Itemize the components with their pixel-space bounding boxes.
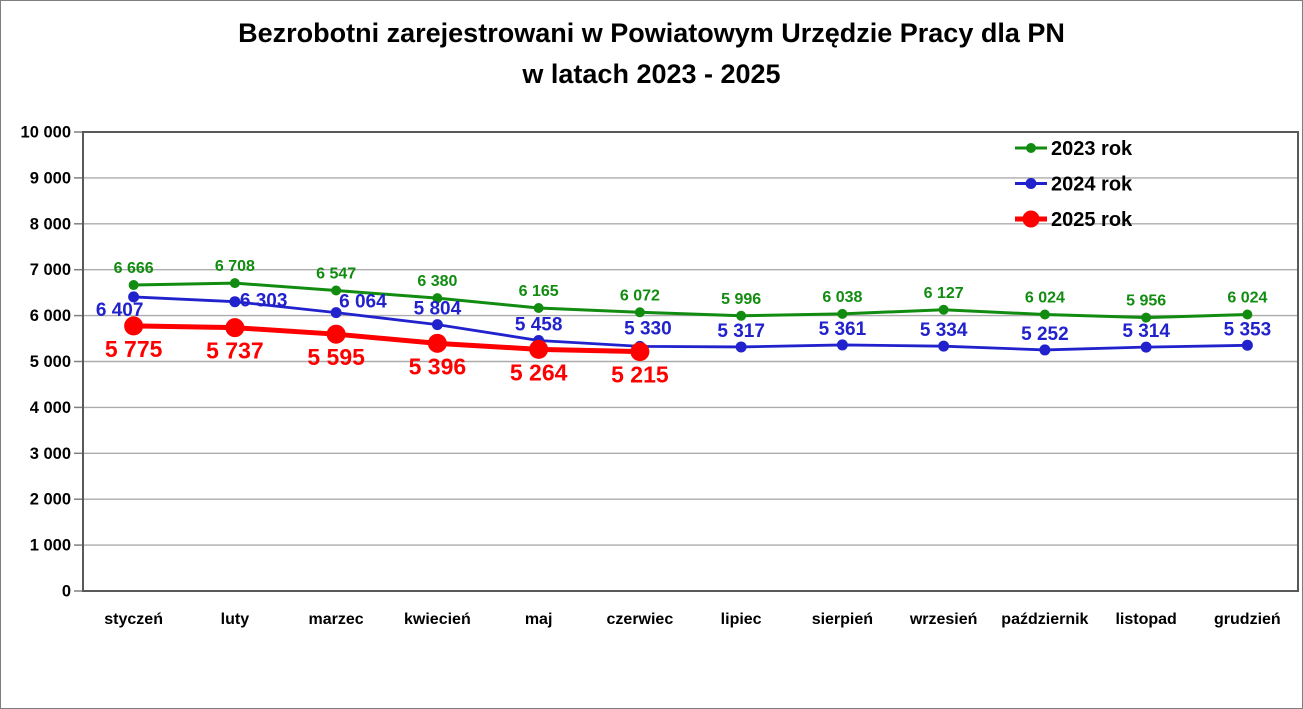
x-axis-label: marzec [309, 611, 364, 628]
x-axis-label: kwiecień [404, 611, 471, 628]
legend-marker-dot [1025, 178, 1037, 189]
y-axis-label: 10 000 [21, 124, 71, 142]
series-2025-marker [225, 318, 245, 338]
y-axis-label: 7 000 [30, 261, 71, 279]
series-2023-marker [938, 304, 949, 315]
x-axis-label: lipiec [721, 611, 762, 628]
series-2023-data-label: 5 996 [721, 291, 761, 308]
plot-border [82, 131, 1299, 592]
series-2024-data-label: 5 314 [1122, 321, 1170, 342]
series-2023-line [133, 281, 1248, 320]
line-chart: 0 1 000 2 000 3 000 4 000 5 000 6 000 7 000 8 00… [21, 124, 1299, 628]
y-axis-label: 5 000 [30, 353, 71, 371]
y-axis-label: 3 000 [30, 445, 71, 463]
legend-label-2023-rok: 2023 rok [1051, 138, 1133, 160]
series-2023-marker [432, 293, 443, 304]
series-2024-marker [735, 341, 747, 353]
x-axis-label: styczeń [104, 611, 163, 628]
series-2025-marker [326, 324, 346, 344]
series-2023-data-label: 6 380 [417, 273, 457, 290]
series-2025-data-label: 5 396 [409, 353, 467, 379]
series-2025-line [133, 323, 640, 355]
series-2023-marker [634, 307, 645, 318]
series-2024-marker [938, 340, 950, 352]
series-2023-data-label: 6 127 [924, 285, 964, 302]
series-2025-data-label: 5 264 [510, 359, 568, 385]
series-2023-marker [1141, 312, 1152, 323]
legend-label-2025-rok: 2025 rok [1051, 209, 1133, 231]
y-axis-label: 8 000 [30, 215, 71, 233]
series-2024-data-label: 6 064 [339, 292, 387, 313]
series-2024-data-label: 5 334 [920, 320, 968, 341]
y-axis-label: 6 000 [30, 307, 71, 325]
chart-title-line1: Bezrobotni zarejestrowani w Powiatowym U… [238, 18, 1065, 48]
series-2024-data-label: 5 804 [414, 299, 462, 320]
series-2024-marker [330, 307, 342, 319]
x-axis-label: wrzesień [909, 611, 978, 628]
series-2024-marker [229, 296, 241, 308]
series-2023-data-label: 6 547 [316, 265, 356, 282]
legend-label-2024-rok: 2024 rok [1051, 174, 1133, 196]
x-axis-label: listopad [1115, 611, 1176, 628]
series-2024-marker [1241, 339, 1253, 351]
chart-title: Bezrobotni zarejestrowani w Powiatowym U… [1, 13, 1302, 95]
series-2023-data-label: 5 956 [1126, 293, 1166, 310]
series-2025-data-label: 5 737 [206, 338, 264, 364]
series-2024-data-label: 5 330 [624, 318, 672, 339]
y-axis-label: 1 000 [30, 537, 71, 555]
x-axis-label: sierpień [812, 611, 873, 628]
series-2024-line [133, 295, 1248, 352]
series-2023-data-label: 6 666 [114, 260, 154, 277]
series-2023-marker [1039, 309, 1050, 320]
series-2024-data-label: 5 361 [819, 319, 867, 340]
series-2024-data-label: 6 303 [240, 291, 288, 312]
series-2024-marker [1140, 341, 1152, 353]
series-2024-data-label: 5 317 [717, 321, 765, 342]
series-2023-marker [736, 310, 747, 321]
series-2024-data-label: 5 252 [1021, 324, 1069, 345]
series-2024-marker [128, 291, 140, 303]
legend-marker-dot [1022, 210, 1040, 228]
x-axis-label: październik [1001, 611, 1088, 628]
series-2023-marker [1242, 309, 1253, 320]
x-axis-label: maj [525, 611, 553, 628]
series-2023-marker [331, 285, 342, 296]
y-axis-label: 2 000 [30, 491, 71, 509]
series-2023-marker [128, 280, 139, 291]
series-2025-marker [124, 316, 144, 336]
x-axis-label: luty [221, 611, 250, 628]
x-axis-label: czerwiec [607, 611, 674, 628]
series-2024-data-label: 5 458 [515, 314, 563, 335]
series-2025-marker [529, 339, 549, 359]
series-2024-marker [1039, 344, 1051, 356]
y-axis-label: 9 000 [30, 169, 71, 187]
series-2023-marker [533, 303, 544, 314]
series-2024-data-label: 5 353 [1224, 319, 1272, 340]
y-axis-label: 0 [62, 583, 71, 601]
chart-title-line2: w latach 2023 - 2025 [522, 59, 781, 89]
series-2025-marker [630, 342, 650, 362]
series-2023-marker [837, 308, 848, 319]
series-2024-marker [431, 319, 443, 331]
series-2023-data-label: 6 024 [1025, 289, 1065, 306]
series-2023-data-label: 6 072 [620, 287, 660, 304]
series-2023-data-label: 6 038 [822, 289, 862, 306]
series-2025-marker [427, 333, 447, 353]
series-2023-data-label: 6 024 [1227, 289, 1267, 306]
y-axis-label: 4 000 [30, 399, 71, 417]
legend-marker-dot [1026, 143, 1036, 153]
x-axis-label: grudzień [1214, 611, 1281, 628]
series-2023-data-label: 6 165 [519, 283, 559, 300]
series-2024-marker [836, 339, 848, 351]
series-2025-data-label: 5 775 [105, 336, 163, 362]
series-2023-marker [229, 278, 240, 289]
series-2025-data-label: 5 215 [611, 362, 669, 388]
series-2024-data-label: 6 407 [96, 300, 144, 321]
series-2023-data-label: 6 708 [215, 258, 255, 275]
series-2025-data-label: 5 595 [307, 344, 365, 370]
